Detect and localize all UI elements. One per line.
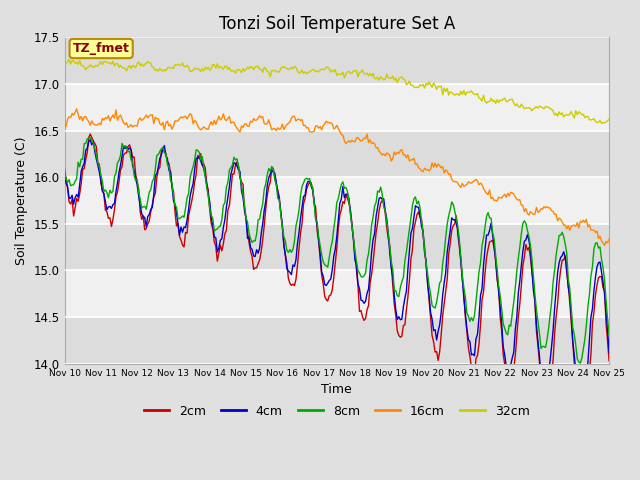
Y-axis label: Soil Temperature (C): Soil Temperature (C) [15, 136, 28, 265]
Bar [65, 270, 609, 317]
Legend: 2cm, 4cm, 8cm, 16cm, 32cm: 2cm, 4cm, 8cm, 16cm, 32cm [139, 400, 535, 423]
Bar [65, 317, 609, 364]
Title: Tonzi Soil Temperature Set A: Tonzi Soil Temperature Set A [219, 15, 455, 33]
Bar [65, 84, 609, 131]
Bar [65, 224, 609, 270]
Bar [65, 37, 609, 84]
X-axis label: Time: Time [321, 383, 352, 396]
Bar [65, 131, 609, 177]
Text: TZ_fmet: TZ_fmet [73, 42, 129, 55]
Bar [65, 177, 609, 224]
